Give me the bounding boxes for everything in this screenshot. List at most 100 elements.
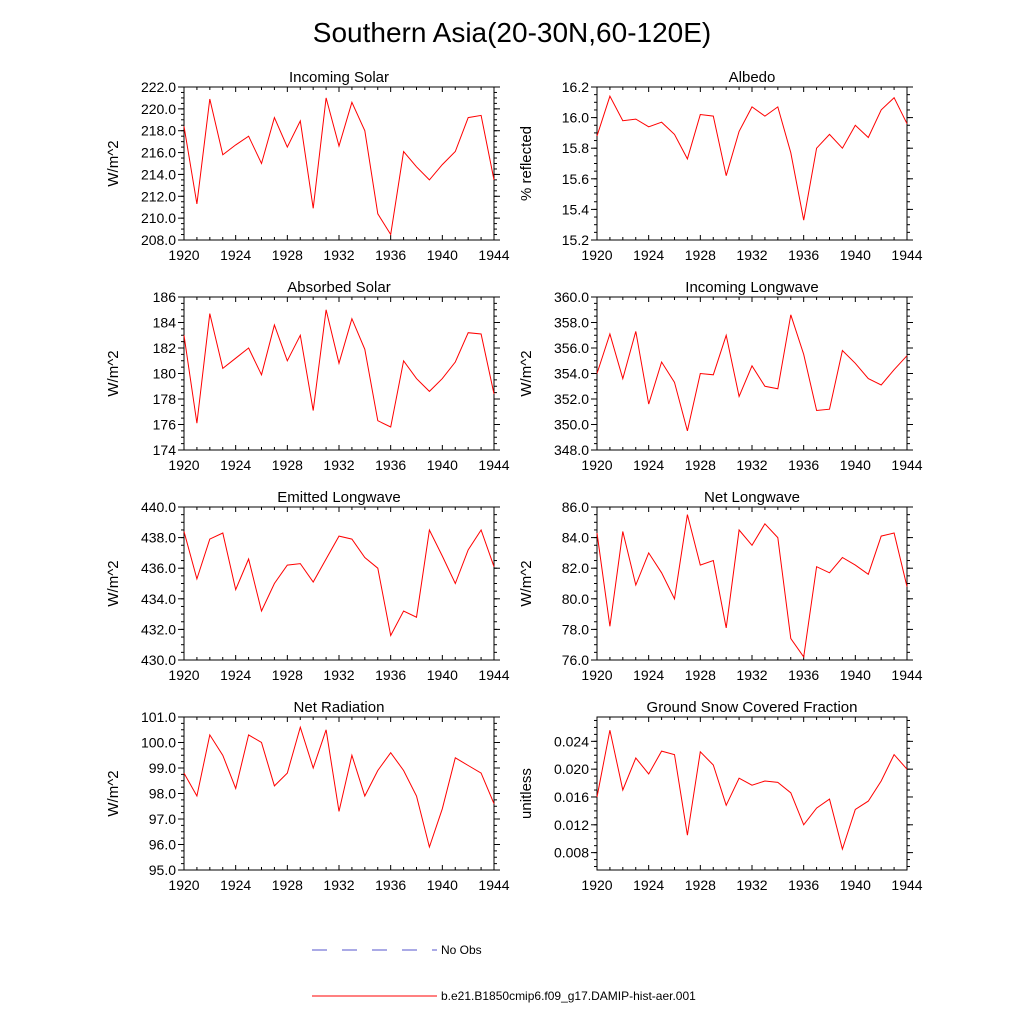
y-tick-label: 15.4 (562, 201, 589, 217)
y-tick-label: 100.0 (141, 735, 176, 751)
panel-title: Net Radiation (294, 699, 385, 716)
panel-title: Net Longwave (704, 489, 800, 506)
panel-title: Albedo (729, 69, 776, 86)
panel-title: Incoming Longwave (685, 279, 818, 296)
x-tick-label: 1940 (840, 457, 871, 473)
chart-panel: Emitted Longwave 1920 1924 1928 1932 1936 1940… (105, 489, 510, 683)
panel-title: Incoming Solar (289, 69, 389, 86)
y-tick-label: 0.008 (554, 845, 589, 861)
x-tick-label: 1928 (685, 457, 716, 473)
x-tick-label: 1944 (891, 877, 922, 893)
y-tick-label: 358.0 (554, 315, 589, 331)
y-tick-label: 174 (153, 442, 177, 458)
x-tick-label: 1920 (581, 667, 612, 683)
x-tick-label: 1932 (736, 457, 767, 473)
figure-title: Southern Asia(20-30N,60-120E) (313, 17, 711, 48)
x-tick-label: 1936 (375, 457, 406, 473)
panel-title: Absorbed Solar (287, 279, 390, 296)
y-axis-label: W/m^2 (518, 350, 535, 396)
chart-panel: Albedo 1920 1924 1928 1932 1936 1940 1944 15.2 15… (518, 69, 923, 263)
y-tick-label: 0.016 (554, 789, 589, 805)
chart-panel: Net Longwave 1920 1924 1928 1932 1936 1940 1944… (518, 489, 923, 683)
series-line (183, 309, 495, 428)
y-tick-label: 84.0 (562, 530, 589, 546)
x-tick-label: 1924 (633, 247, 664, 263)
x-tick-label: 1940 (427, 247, 458, 263)
x-tick-label: 1920 (168, 877, 199, 893)
x-tick-label: 1924 (220, 457, 251, 473)
plot-frame (596, 506, 908, 661)
y-tick-label: 98.0 (149, 786, 176, 802)
x-tick-label: 1936 (788, 247, 819, 263)
y-tick-label: 216.0 (141, 145, 176, 161)
y-tick-label: 184 (153, 315, 177, 331)
y-axis-label: W/m^2 (105, 350, 122, 396)
y-tick-label: 101.0 (141, 709, 176, 725)
x-tick-label: 1936 (788, 877, 819, 893)
x-tick-label: 1944 (478, 247, 509, 263)
y-axis-label: % reflected (518, 126, 535, 201)
x-tick-label: 1932 (736, 247, 767, 263)
y-tick-label: 86.0 (562, 499, 589, 515)
y-tick-label: 208.0 (141, 232, 176, 248)
legend-label: No Obs (441, 943, 482, 957)
y-tick-label: 82.0 (562, 560, 589, 576)
x-tick-label: 1940 (427, 667, 458, 683)
y-tick-label: 180 (153, 366, 177, 382)
x-tick-label: 1940 (840, 877, 871, 893)
y-tick-label: 96.0 (149, 837, 176, 853)
x-tick-label: 1940 (427, 457, 458, 473)
y-tick-label: 186 (153, 289, 177, 305)
y-axis-label: unitless (518, 768, 535, 819)
x-tick-label: 1944 (478, 457, 509, 473)
x-tick-label: 1928 (272, 877, 303, 893)
y-tick-label: 15.8 (562, 140, 589, 156)
y-tick-label: 182 (153, 340, 177, 356)
x-tick-label: 1928 (685, 667, 716, 683)
x-tick-label: 1924 (633, 877, 664, 893)
y-tick-label: 16.0 (562, 110, 589, 126)
y-axis-label: W/m^2 (518, 560, 535, 606)
x-tick-label: 1936 (375, 667, 406, 683)
x-tick-label: 1944 (478, 667, 509, 683)
x-tick-label: 1932 (323, 877, 354, 893)
plot-frame (183, 506, 495, 661)
panel-title: Emitted Longwave (277, 489, 400, 506)
series-line (596, 314, 908, 432)
y-tick-label: 348.0 (554, 442, 589, 458)
x-tick-label: 1936 (788, 667, 819, 683)
y-tick-label: 95.0 (149, 862, 176, 878)
y-tick-label: 78.0 (562, 621, 589, 637)
x-tick-label: 1944 (891, 247, 922, 263)
x-tick-label: 1920 (581, 877, 612, 893)
x-tick-label: 1920 (168, 247, 199, 263)
y-tick-label: 80.0 (562, 591, 589, 607)
y-tick-label: 210.0 (141, 210, 176, 226)
y-tick-label: 436.0 (141, 560, 176, 576)
legend: No Obs b.e21.B1850cmip6.f09_g17.DAMIP-his… (312, 943, 696, 1003)
y-axis-label: W/m^2 (105, 770, 122, 816)
plot-frame (596, 86, 908, 241)
x-tick-label: 1924 (633, 457, 664, 473)
y-tick-label: 212.0 (141, 188, 176, 204)
plot-frame (183, 296, 495, 451)
x-tick-label: 1932 (323, 457, 354, 473)
series-line (596, 514, 908, 659)
series-line (596, 94, 908, 221)
series-line (183, 725, 495, 849)
x-tick-label: 1928 (272, 247, 303, 263)
chart-panel: Incoming Longwave 1920 1924 1928 1932 1936 194… (518, 279, 923, 473)
x-tick-label: 1940 (840, 247, 871, 263)
y-tick-label: 352.0 (554, 391, 589, 407)
chart-panel: Incoming Solar 1920 1924 1928 1932 1936 1940 19… (105, 69, 510, 263)
y-tick-label: 15.2 (562, 232, 589, 248)
y-tick-label: 218.0 (141, 123, 176, 139)
y-tick-label: 432.0 (141, 621, 176, 637)
x-tick-label: 1924 (220, 877, 251, 893)
y-tick-label: 430.0 (141, 652, 176, 668)
y-tick-label: 222.0 (141, 79, 176, 95)
x-tick-label: 1944 (891, 457, 922, 473)
y-tick-label: 434.0 (141, 591, 176, 607)
y-tick-label: 350.0 (554, 417, 589, 433)
